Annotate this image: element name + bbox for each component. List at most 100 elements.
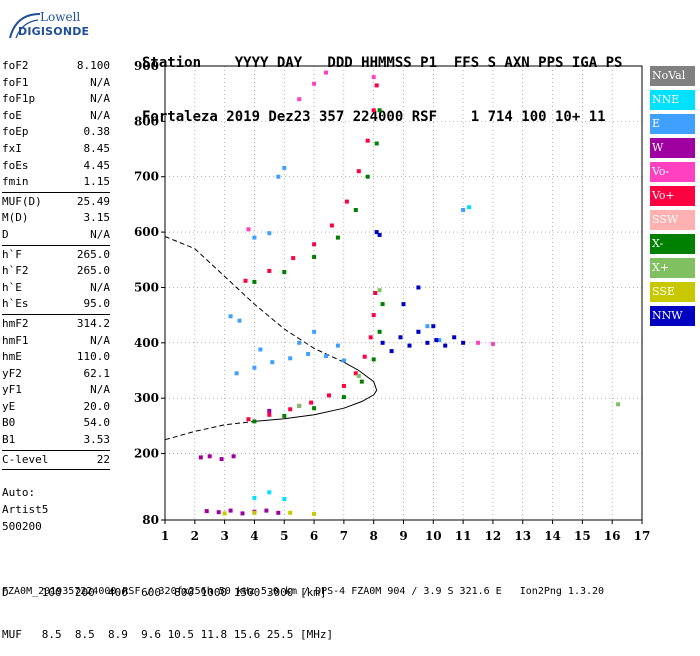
x-tick-label: 13 bbox=[514, 529, 531, 543]
echo-point bbox=[288, 407, 293, 412]
param-row: yE 20.0 bbox=[2, 399, 110, 416]
echo-point bbox=[353, 208, 358, 212]
param-value: 1.15 bbox=[83, 175, 111, 189]
auto-program: Artist5 bbox=[2, 503, 49, 516]
y-tick-label: 500 bbox=[134, 280, 159, 294]
legend-item: Vo+ bbox=[650, 186, 695, 206]
echo-point bbox=[380, 340, 385, 345]
x-tick-label: 12 bbox=[485, 529, 502, 543]
echo-point bbox=[341, 395, 346, 400]
y-tick-label: 80 bbox=[142, 513, 159, 527]
param-value: N/A bbox=[90, 227, 110, 241]
param-row: foEs 4.45 bbox=[2, 158, 110, 175]
echo-point bbox=[371, 313, 376, 318]
muf-row: MUF 8.5 8.5 8.9 9.6 10.5 11.8 15.6 25.5 … bbox=[2, 628, 334, 641]
echo-point bbox=[356, 374, 361, 378]
param-name: h`F bbox=[2, 247, 22, 261]
echo-point bbox=[329, 223, 334, 228]
echo-point bbox=[373, 291, 378, 295]
distance-row: D 100 200 400 600 800 1000 1500 3000 [km… bbox=[2, 586, 327, 599]
echo-point bbox=[297, 403, 302, 408]
digisonde-logo: Lowell DIGISONDE bbox=[4, 6, 89, 46]
echo-point bbox=[407, 343, 412, 348]
param-value: 25.49 bbox=[76, 194, 110, 208]
echo-point bbox=[616, 402, 621, 407]
param-row: yF1 N/A bbox=[2, 382, 110, 399]
x-tick-label: 5 bbox=[280, 529, 288, 543]
param-value: 54.0 bbox=[83, 416, 111, 430]
echo-point bbox=[282, 413, 287, 418]
x-tick-label: 10 bbox=[425, 529, 442, 543]
echo-point bbox=[267, 268, 272, 273]
echo-point bbox=[365, 174, 370, 179]
echo-point bbox=[276, 174, 281, 179]
echo-point bbox=[389, 349, 394, 354]
echo-point bbox=[267, 408, 272, 413]
scaled-parameters-panel: foF2 8.100 foF1 N/A foF1p N/A foE N/A foEp 0.38 fx… bbox=[2, 58, 110, 471]
param-value: N/A bbox=[90, 383, 110, 397]
echo-point bbox=[324, 354, 328, 359]
param-value: 314.2 bbox=[76, 316, 110, 330]
echo-point bbox=[461, 208, 466, 212]
echo-point bbox=[252, 365, 257, 370]
ionogram-chart: 1 2 3 4 5 6 7 8 9 10 11 12 13 14 15 16 17802003004005006… bbox=[134, 59, 651, 543]
echo-point bbox=[398, 335, 403, 340]
echo-point bbox=[377, 288, 382, 293]
y-tick-label: 600 bbox=[134, 225, 159, 239]
header-values: Fortaleza 2019 Dez23 357 224000 RSF 1 71… bbox=[142, 109, 606, 125]
x-tick-label: 4 bbox=[250, 529, 258, 543]
auto-version: 500200 bbox=[2, 520, 42, 533]
param-name: yF1 bbox=[2, 383, 22, 397]
legend-item: SSE bbox=[650, 282, 695, 302]
echo-point bbox=[377, 108, 382, 113]
echo-point bbox=[240, 511, 245, 516]
legend-item: Vo- bbox=[650, 162, 695, 182]
echo-point bbox=[252, 510, 257, 515]
param-name: MUF(D) bbox=[2, 194, 42, 208]
echo-point bbox=[246, 417, 251, 422]
x-tick-label: 9 bbox=[399, 529, 407, 543]
autoscaling-info: Auto: Artist5 500200 bbox=[2, 484, 48, 535]
param-name: hmE bbox=[2, 350, 22, 364]
param-row: hmF1 N/A bbox=[2, 333, 110, 350]
y-tick-label: 300 bbox=[134, 391, 159, 405]
echo-point bbox=[341, 358, 346, 363]
echo-point bbox=[377, 329, 382, 334]
param-value: 110.0 bbox=[76, 350, 110, 364]
x-tick-label: 6 bbox=[310, 529, 318, 543]
echo-point bbox=[425, 324, 430, 329]
echo-point bbox=[219, 457, 224, 462]
param-row: MUF(D) 25.49 bbox=[2, 194, 110, 211]
param-row: foF1p N/A bbox=[2, 91, 110, 108]
legend-item: NoVal bbox=[650, 66, 695, 86]
param-value: N/A bbox=[90, 108, 110, 122]
logo-swoosh-icon bbox=[9, 13, 41, 39]
echo-point bbox=[216, 510, 221, 515]
echo-point bbox=[231, 454, 236, 459]
param-name: hmF2 bbox=[2, 316, 29, 330]
echo-point bbox=[198, 455, 203, 460]
echo-point bbox=[252, 495, 257, 500]
param-name: M(D) bbox=[2, 211, 29, 225]
param-value: 265.0 bbox=[76, 247, 110, 261]
echo-point bbox=[344, 199, 349, 204]
param-name: foEp bbox=[2, 125, 29, 139]
param-row: h`F 265.0 bbox=[2, 247, 110, 264]
echo-point bbox=[371, 108, 376, 113]
legend-item: X- bbox=[650, 234, 695, 254]
echo-point bbox=[297, 340, 302, 345]
legend-item: NNE bbox=[650, 90, 695, 110]
param-separator bbox=[2, 244, 110, 246]
echo-point bbox=[416, 329, 421, 334]
echo-point bbox=[243, 278, 248, 283]
param-name: yE bbox=[2, 399, 16, 413]
param-row: C-level 22 bbox=[2, 452, 110, 469]
echo-point bbox=[312, 242, 317, 247]
echo-point bbox=[270, 360, 275, 365]
echo-point bbox=[476, 340, 480, 345]
legend-item: W bbox=[650, 138, 695, 158]
echo-point bbox=[312, 406, 317, 411]
x-tick-label: 17 bbox=[634, 529, 651, 543]
param-value: 4.45 bbox=[83, 158, 111, 172]
echo-point bbox=[288, 510, 293, 515]
